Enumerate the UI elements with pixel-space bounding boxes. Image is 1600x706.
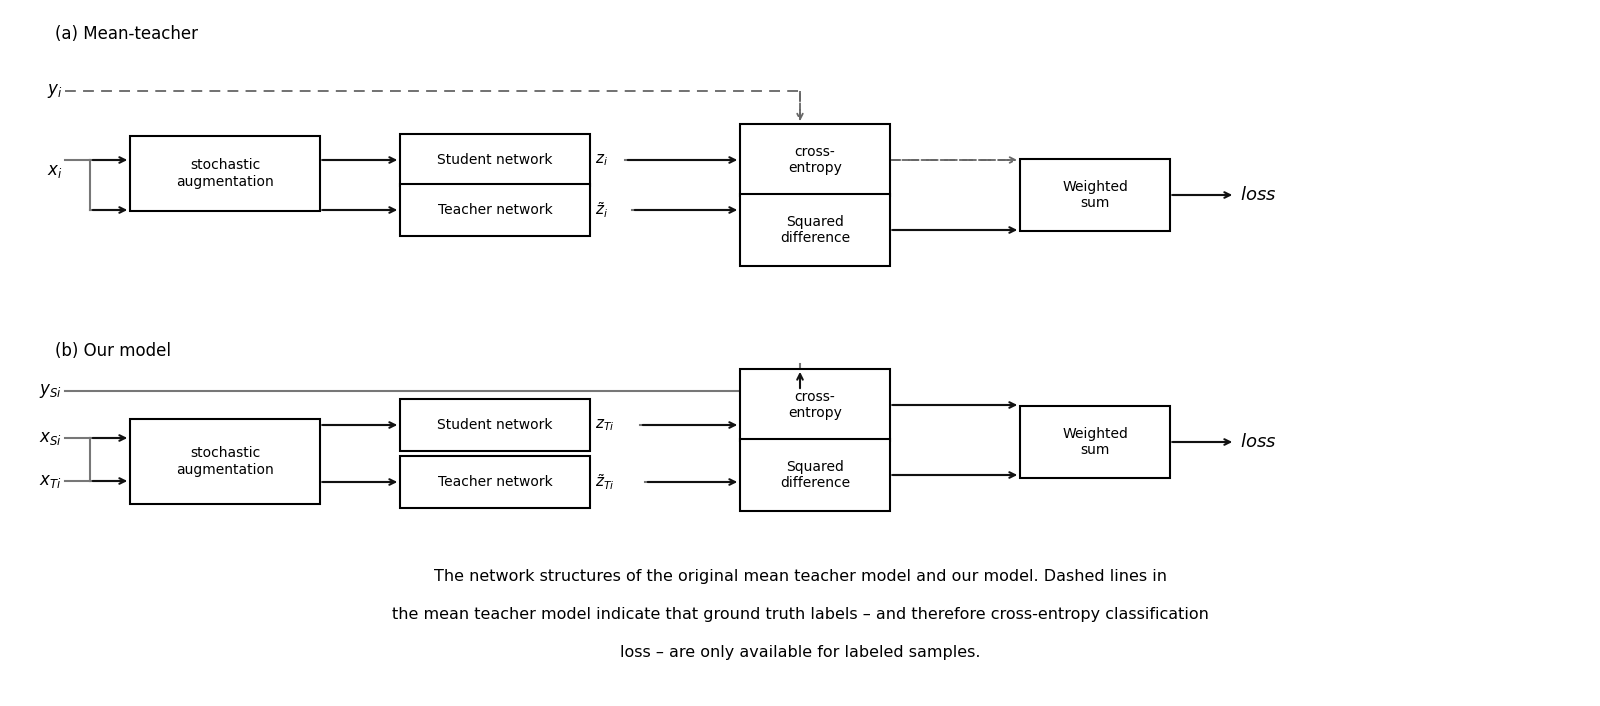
Text: Squared
difference: Squared difference bbox=[779, 460, 850, 490]
Text: stochastic
augmentation: stochastic augmentation bbox=[176, 158, 274, 189]
Bar bbox=[739, 124, 890, 196]
Text: cross-
entropy: cross- entropy bbox=[789, 145, 842, 175]
Text: $x_{Ti}$: $x_{Ti}$ bbox=[40, 472, 62, 490]
Text: Student network: Student network bbox=[437, 153, 552, 167]
Text: $y_{Si}$: $y_{Si}$ bbox=[38, 382, 62, 400]
Text: $x_i$: $x_i$ bbox=[46, 162, 62, 180]
Text: The network structures of the original mean teacher model and our model. Dashed : The network structures of the original m… bbox=[434, 568, 1166, 583]
Bar bbox=[400, 134, 590, 186]
Text: loss – are only available for labeled samples.: loss – are only available for labeled sa… bbox=[619, 645, 981, 659]
Text: Teacher network: Teacher network bbox=[438, 203, 552, 217]
Bar bbox=[739, 439, 890, 511]
Bar bbox=[400, 184, 590, 236]
Text: Teacher network: Teacher network bbox=[438, 475, 552, 489]
Bar bbox=[400, 399, 590, 451]
Text: $\tilde{z}_i$: $\tilde{z}_i$ bbox=[595, 201, 608, 220]
Bar bbox=[739, 369, 890, 441]
Text: Student network: Student network bbox=[437, 418, 552, 432]
Bar bbox=[130, 136, 320, 211]
Text: $x_{Si}$: $x_{Si}$ bbox=[38, 429, 62, 447]
Text: $\mathit{loss}$: $\mathit{loss}$ bbox=[1240, 186, 1277, 204]
Text: $z_i$: $z_i$ bbox=[595, 152, 608, 168]
Text: $y_i$: $y_i$ bbox=[46, 82, 62, 100]
Text: stochastic
augmentation: stochastic augmentation bbox=[176, 446, 274, 477]
Text: $z_{Ti}$: $z_{Ti}$ bbox=[595, 417, 614, 433]
Bar bbox=[1021, 406, 1170, 478]
Text: (a) Mean-teacher: (a) Mean-teacher bbox=[54, 25, 198, 43]
Bar bbox=[130, 419, 320, 504]
Text: Squared
difference: Squared difference bbox=[779, 215, 850, 245]
Bar bbox=[739, 194, 890, 266]
Text: (b) Our model: (b) Our model bbox=[54, 342, 171, 360]
Bar bbox=[1021, 159, 1170, 231]
Text: Weighted
sum: Weighted sum bbox=[1062, 180, 1128, 210]
Bar bbox=[400, 456, 590, 508]
Text: Weighted
sum: Weighted sum bbox=[1062, 427, 1128, 457]
Text: $\mathit{loss}$: $\mathit{loss}$ bbox=[1240, 433, 1277, 451]
Text: the mean teacher model indicate that ground truth labels – and therefore cross-e: the mean teacher model indicate that gro… bbox=[392, 606, 1208, 621]
Text: cross-
entropy: cross- entropy bbox=[789, 390, 842, 420]
Text: $\tilde{z}_{Ti}$: $\tilde{z}_{Ti}$ bbox=[595, 472, 614, 492]
